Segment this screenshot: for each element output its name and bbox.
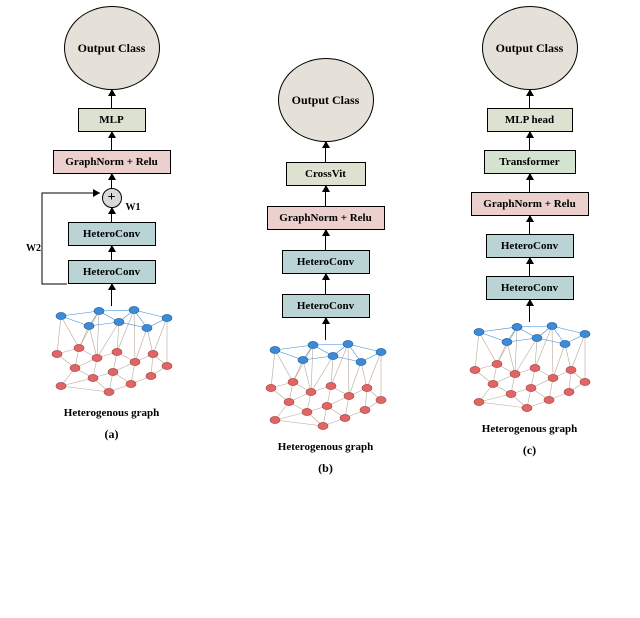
arrow — [325, 318, 326, 340]
column-c: Output Class MLP head Transformer GraphN… — [442, 6, 617, 458]
w2-label: W2 — [26, 243, 41, 254]
output-label: Output Class — [78, 41, 146, 56]
output-label: Output Class — [292, 93, 360, 108]
hetero-graph-c — [457, 322, 602, 417]
w1-label: W1 — [126, 202, 141, 213]
arrow — [111, 132, 112, 150]
graphnorm-block-c: GraphNorm + Relu — [471, 192, 589, 216]
crossvit-block: CrossVit — [286, 162, 366, 186]
block-label: GraphNorm + Relu — [65, 156, 157, 168]
heteroconv-block-b2: HeteroConv — [282, 294, 370, 318]
hetero-graph-label: Heterogenous graph — [64, 407, 159, 419]
arrow — [111, 174, 112, 188]
column-a: Output Class MLP GraphNorm + Relu + W1 H… — [24, 6, 199, 442]
column-b: Output Class CrossVit GraphNorm + Relu H… — [238, 58, 413, 476]
arrow — [111, 90, 112, 108]
heteroconv-block-c2: HeteroConv — [486, 276, 574, 300]
output-class-b: Output Class — [278, 58, 374, 142]
arrow — [529, 132, 530, 150]
block-label: GraphNorm + Relu — [483, 198, 575, 210]
mlphead-block: MLP head — [487, 108, 573, 132]
output-label: Output Class — [496, 41, 564, 56]
mlp-block: MLP — [78, 108, 146, 132]
arrow — [325, 274, 326, 294]
plus-label: + — [108, 190, 116, 206]
arrow — [325, 186, 326, 206]
block-label: HeteroConv — [501, 282, 558, 294]
block-label: MLP — [99, 114, 123, 126]
block-label: HeteroConv — [501, 240, 558, 252]
sublabel-a: (a) — [105, 427, 119, 442]
block-label: Transformer — [499, 156, 559, 168]
hetero-graph-label: Heterogenous graph — [278, 441, 373, 453]
transformer-block: Transformer — [484, 150, 576, 174]
graphnorm-block-a: GraphNorm + Relu — [53, 150, 171, 174]
arrow — [325, 230, 326, 250]
block-label: HeteroConv — [83, 266, 140, 278]
hetero-graph-label: Heterogenous graph — [482, 423, 577, 435]
arrow — [529, 174, 530, 192]
arrow — [529, 258, 530, 276]
arrow — [111, 284, 112, 306]
block-label: HeteroConv — [297, 300, 354, 312]
heteroconv-block-a1: HeteroConv — [68, 222, 156, 246]
block-label: HeteroConv — [83, 228, 140, 240]
arrow — [529, 90, 530, 108]
arrow — [529, 300, 530, 322]
heteroconv-block-c1: HeteroConv — [486, 234, 574, 258]
output-class-c: Output Class — [482, 6, 578, 90]
arrow — [325, 142, 326, 162]
sublabel-b: (b) — [318, 461, 333, 476]
hetero-graph-b — [253, 340, 398, 435]
heteroconv-block-b1: HeteroConv — [282, 250, 370, 274]
heteroconv-block-a2: HeteroConv — [68, 260, 156, 284]
block-label: HeteroConv — [297, 256, 354, 268]
hetero-graph-a — [39, 306, 184, 401]
block-label: MLP head — [505, 114, 554, 126]
arrow — [111, 246, 112, 260]
block-label: GraphNorm + Relu — [279, 212, 371, 224]
block-label: CrossVit — [305, 168, 346, 180]
output-class-a: Output Class — [64, 6, 160, 90]
plus-node: + — [102, 188, 122, 208]
sublabel-c: (c) — [523, 443, 536, 458]
graphnorm-block-b: GraphNorm + Relu — [267, 206, 385, 230]
arrow — [529, 216, 530, 234]
arrow — [111, 208, 112, 222]
